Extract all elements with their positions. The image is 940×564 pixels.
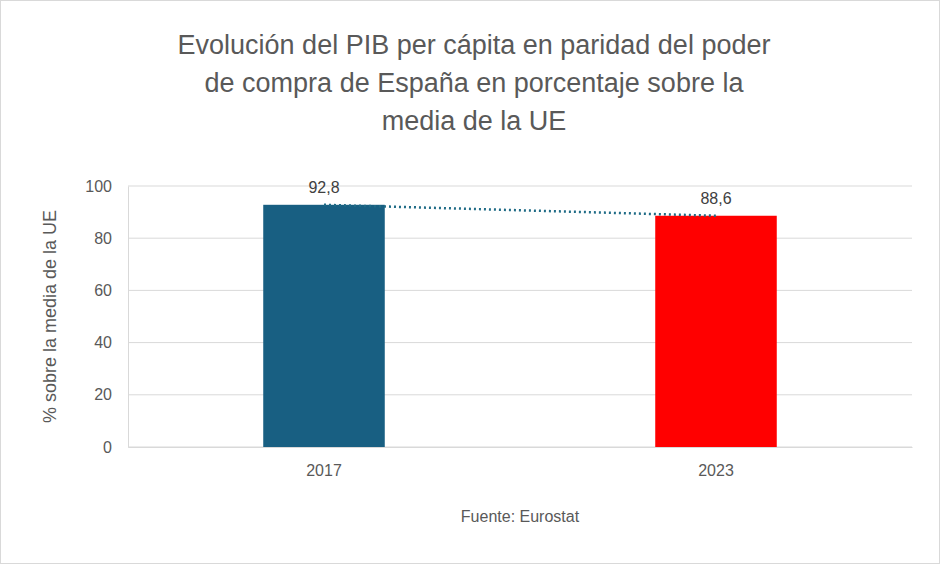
chart: Evolución del PIB per cápita en paridad …: [0, 0, 940, 564]
grid-line: [128, 290, 912, 291]
y-tick: 100: [85, 178, 128, 195]
trend-line: [324, 205, 716, 216]
source-note: Fuente: Eurostat: [461, 508, 580, 525]
grid-line: [128, 447, 912, 448]
data-label: 88,6: [700, 190, 731, 207]
y-axis-title: % sobre la media de la UE: [40, 210, 60, 423]
y-tick: 40: [94, 334, 128, 351]
y-tick: 0: [103, 439, 128, 456]
x-tick-label: 2017: [306, 462, 342, 479]
y-axis-line: [128, 187, 129, 448]
y-tick-label: 20: [94, 386, 112, 403]
grid-line: [128, 394, 912, 395]
x-tick: 2017: [306, 447, 342, 479]
grid-line: [128, 342, 912, 343]
y-tick-label: 60: [94, 282, 112, 299]
grid-line: [128, 238, 912, 239]
x-axis-line: [129, 447, 913, 448]
title: Evolución del PIB per cápita en paridad …: [178, 30, 771, 136]
x-tick: 2023: [698, 447, 734, 479]
y-tick: 20: [94, 386, 128, 403]
plot-area: [263, 205, 777, 447]
background: [1, 1, 940, 564]
y-axis: 0 20 40 60 80 100: [85, 178, 128, 456]
y-tick-label: 0: [103, 439, 112, 456]
x-axis: 2017 2023: [129, 447, 913, 479]
y-tick-label: 40: [94, 334, 112, 351]
data-label: 92,8: [308, 179, 339, 196]
data-labels: 92,8 88,6: [308, 179, 731, 207]
y-tick-label: 100: [85, 178, 112, 195]
y-tick-label: 80: [94, 230, 112, 247]
grid-line: [128, 186, 912, 187]
x-tick-label: 2023: [698, 462, 734, 479]
y-tick: 60: [94, 282, 128, 299]
grid: [128, 186, 912, 447]
y-tick: 80: [94, 230, 128, 247]
bar: [655, 216, 777, 447]
bar: [263, 205, 385, 447]
